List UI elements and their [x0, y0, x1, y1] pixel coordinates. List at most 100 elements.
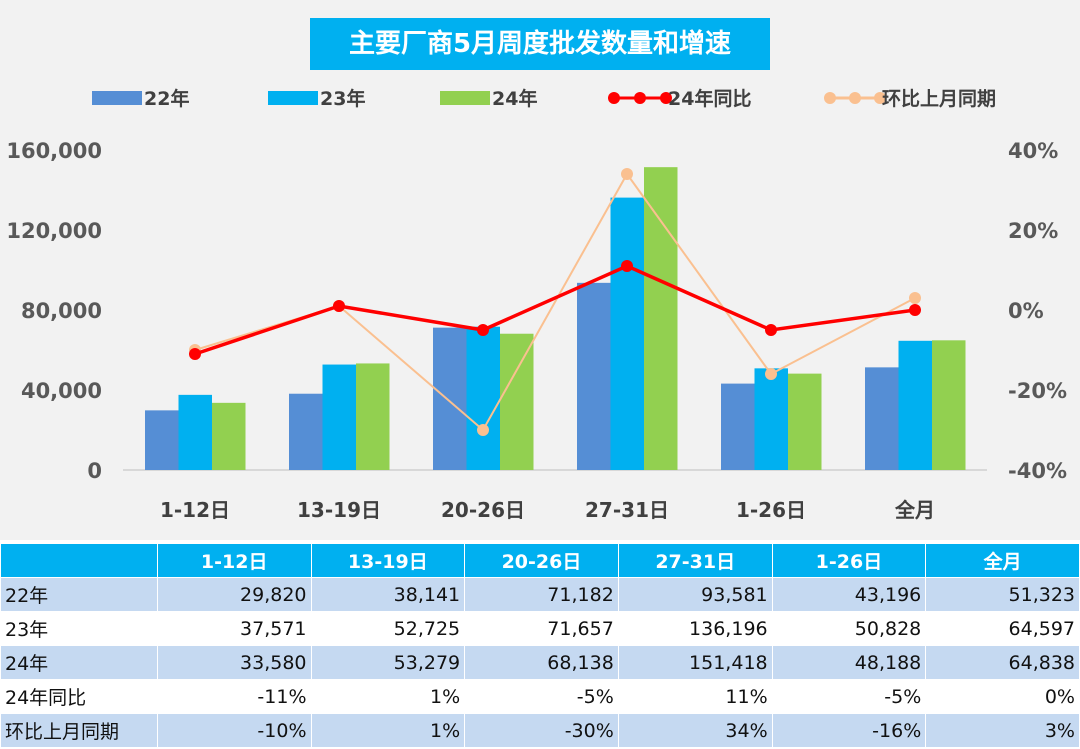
x-tick-label: 全月	[894, 498, 935, 522]
table-cell: 64,597	[925, 611, 1080, 646]
table-cell: 11%	[617, 679, 773, 714]
legend-label: 22年	[144, 87, 189, 110]
x-tick-label: 20-26日	[441, 498, 525, 522]
point-24年同比	[909, 304, 921, 316]
table-cell: 0%	[925, 679, 1080, 714]
bar-22年	[289, 393, 323, 470]
point-24年同比	[189, 348, 201, 360]
bar-22年	[865, 367, 899, 470]
table-cell: -16%	[771, 713, 927, 748]
table-header-cell: 1-26日	[771, 543, 927, 578]
table-cell: 71,657	[464, 611, 619, 646]
table-cell: 51,323	[925, 577, 1080, 612]
bar-22年	[433, 327, 467, 470]
bar-23年	[898, 340, 932, 470]
table-cell: 1%	[310, 713, 466, 748]
table-cell: 3%	[925, 713, 1080, 748]
bar-24年	[356, 363, 390, 470]
table-row: 23年 37,571 52,725 71,657 136,196 50,828 64,597	[0, 611, 1080, 646]
table-cell: -5%	[464, 679, 619, 714]
bar-23年	[178, 394, 212, 470]
table-header-cell: 20-26日	[464, 543, 619, 578]
y-left-tick-label: 160,000	[6, 139, 102, 163]
bar-23年	[466, 326, 500, 470]
point-环比上月同期	[765, 368, 777, 380]
table-row: 24年同比 -11% 1% -5% 11% -5% 0%	[0, 679, 1080, 714]
bar-24年	[788, 373, 822, 470]
chart-plot: 0 40,000 80,000 120,000 160,000 -40% -20% 0% 20%…	[6, 87, 1067, 522]
table-cell: 93,581	[617, 577, 773, 612]
table-header-row: 1-12日 13-19日 20-26日 27-31日 1-26日 全月	[0, 543, 1080, 578]
bar-23年	[322, 364, 356, 470]
table-header-cell: 27-31日	[617, 543, 773, 578]
table-row: 环比上月同期 -10% 1% -30% 34% -16% 3%	[0, 713, 1080, 748]
table-cell: 37,571	[156, 611, 312, 646]
table-row: 24年 33,580 53,279 68,138 151,418 48,188 64,838	[0, 645, 1080, 680]
table-cell: 38,141	[310, 577, 466, 612]
x-tick-label: 1-26日	[736, 498, 806, 522]
y-left-tick-label: 0	[87, 459, 102, 483]
table-header-cell: 1-12日	[156, 543, 312, 578]
table-cell: 136,196	[617, 611, 773, 646]
point-24年同比	[333, 300, 345, 312]
table-cell: 33,580	[156, 645, 312, 680]
bar-23年	[754, 368, 788, 470]
bar-23年	[610, 197, 644, 470]
legend-marker	[608, 92, 620, 104]
table-cell: 48,188	[771, 645, 927, 680]
chart-title: 主要厂商5月周度批发数量和增速	[310, 18, 770, 70]
row-label: 24年同比	[0, 679, 158, 714]
y-left-tick-label: 40,000	[21, 379, 102, 403]
bar-24年	[500, 333, 534, 470]
y-left-tick-label: 120,000	[6, 219, 102, 243]
data-table: 1-12日 13-19日 20-26日 27-31日 1-26日 全月 22年 29,820…	[0, 543, 1080, 748]
legend-label: 24年	[492, 87, 537, 110]
y-right-tick-label: 0%	[1008, 299, 1044, 323]
table-cell: -5%	[771, 679, 927, 714]
row-label: 环比上月同期	[0, 713, 158, 748]
legend-swatch	[92, 91, 142, 105]
table-header-cell: 13-19日	[310, 543, 466, 578]
legend-marker	[660, 92, 672, 104]
table-cell: 29,820	[156, 577, 312, 612]
table-cell: 64,838	[925, 645, 1080, 680]
legend-label: 环比上月同期	[882, 88, 996, 110]
table-cell: -30%	[464, 713, 619, 748]
table-cell: 68,138	[464, 645, 619, 680]
row-label: 23年	[0, 611, 158, 646]
row-label: 22年	[0, 577, 158, 612]
table-cell: 1%	[310, 679, 466, 714]
bar-24年	[212, 402, 246, 470]
table-cell: 71,182	[464, 577, 619, 612]
bar-24年	[932, 340, 966, 470]
y-left-tick-label: 80,000	[21, 299, 102, 323]
legend-marker	[824, 92, 836, 104]
bar-24年	[644, 167, 678, 470]
y-right-tick-label: 40%	[1008, 139, 1058, 163]
point-环比上月同期	[477, 424, 489, 436]
y-right-tick-label: -20%	[1008, 379, 1067, 403]
table-cell: 34%	[617, 713, 773, 748]
legend-label: 23年	[320, 87, 365, 110]
bar-22年	[145, 410, 179, 470]
table-cell: -11%	[156, 679, 312, 714]
table-header-cell	[0, 543, 158, 578]
point-24年同比	[477, 324, 489, 336]
point-24年同比	[621, 260, 633, 272]
legend-marker	[874, 92, 886, 104]
legend-swatch	[268, 91, 318, 105]
table-cell: 43,196	[771, 577, 927, 612]
line-24年同比	[194, 264, 916, 356]
point-环比上月同期	[621, 168, 633, 180]
table-cell: 52,725	[310, 611, 466, 646]
y-right-tick-label: 20%	[1008, 219, 1058, 243]
y-right-tick-label: -40%	[1008, 459, 1067, 483]
bar-22年	[577, 282, 611, 470]
table-cell: -10%	[156, 713, 312, 748]
legend-label: 24年同比	[668, 87, 751, 110]
table-cell: 50,828	[771, 611, 927, 646]
legend-swatch	[440, 91, 490, 105]
x-tick-label: 1-12日	[160, 498, 230, 522]
point-环比上月同期	[909, 292, 921, 304]
